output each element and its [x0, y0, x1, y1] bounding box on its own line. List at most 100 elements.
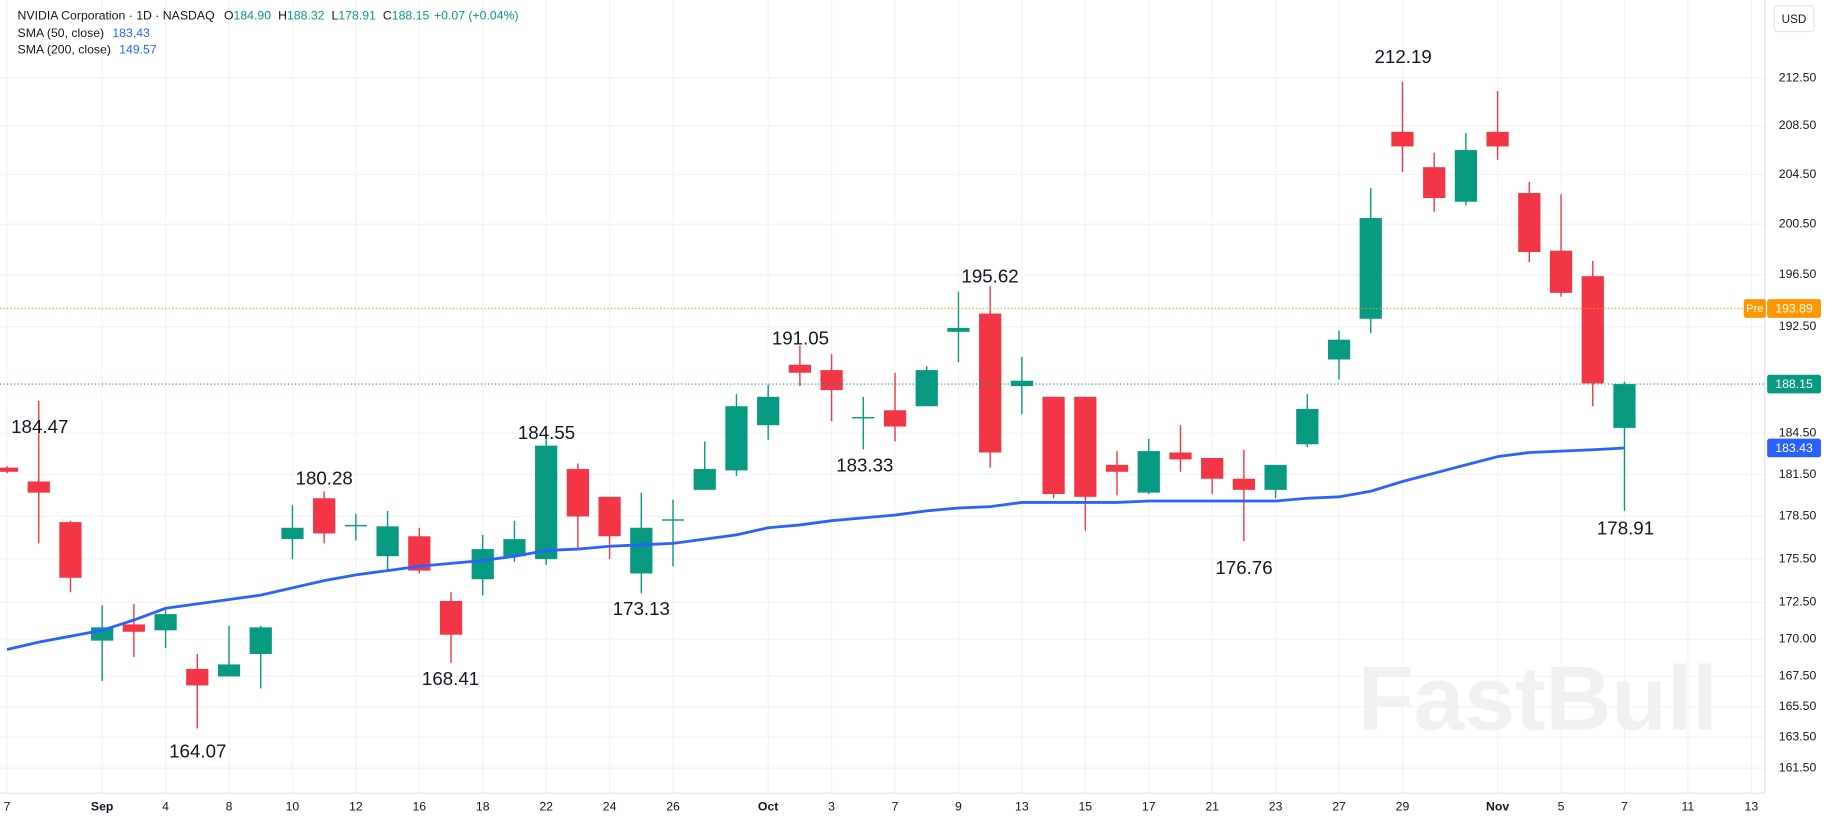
y-tick-label: 204.50: [1779, 167, 1817, 181]
x-tick-label: 13: [1015, 799, 1029, 813]
y-tick-label: 167.50: [1779, 669, 1817, 683]
watermark: FastBull: [1358, 649, 1718, 750]
x-tick-label: 15: [1078, 799, 1092, 813]
x-tick-label: 7: [1621, 799, 1628, 813]
price-tag: [1767, 438, 1821, 458]
price-tag-label: 183.43: [1775, 441, 1813, 455]
change: +0.07 (+0.04%): [434, 9, 519, 23]
candle-body: [1486, 131, 1509, 147]
candle-body: [1613, 384, 1636, 428]
x-tick-label: 13: [1744, 799, 1758, 813]
candle-body: [186, 668, 209, 686]
x-tick-label: 11: [1682, 799, 1695, 813]
y-tick-label: 175.50: [1779, 551, 1817, 565]
candle-body: [27, 481, 50, 493]
currency-button[interactable]: [1773, 5, 1815, 33]
symbol: NVIDIA Corporation · 1D · NASDAQ: [18, 9, 215, 23]
candle-body: [249, 627, 272, 654]
price-tag-badge: [1743, 299, 1766, 318]
ohlc-key: C: [383, 9, 392, 23]
ohlc-key: L: [332, 9, 339, 23]
y-tick-label: 196.50: [1779, 267, 1817, 281]
candle-body: [471, 549, 494, 580]
candle-body: [915, 370, 938, 407]
candle-body: [1105, 464, 1129, 472]
x-tick-label: 7: [4, 799, 11, 813]
x-tick-label: 26: [666, 799, 680, 813]
candle-body: [1391, 131, 1414, 147]
annotation: 195.62: [961, 266, 1018, 287]
candle-body: [820, 370, 843, 391]
x-tick-label: 27: [1332, 799, 1346, 813]
candle-body: [1074, 396, 1097, 497]
x-tick-label: Oct: [758, 799, 778, 813]
candle-body: [661, 519, 685, 521]
candle-body: [883, 410, 907, 427]
x-tick-label: 18: [476, 799, 490, 813]
y-tick-label: 212.50: [1779, 70, 1817, 84]
candle-body: [344, 524, 367, 527]
annotation: 180.28: [296, 467, 353, 488]
y-tick-label: 165.50: [1779, 699, 1817, 713]
y-tick-label: 170.00: [1779, 631, 1817, 645]
x-tick-label: 23: [1269, 799, 1283, 813]
x-tick-label: 17: [1142, 799, 1156, 813]
annotation: 178.91: [1597, 518, 1654, 539]
annotation: 173.13: [613, 598, 670, 619]
x-tick-label: 5: [1558, 799, 1565, 813]
candle-body: [725, 406, 748, 471]
candle-body: [376, 526, 399, 557]
legend-name: SMA (200, close): [18, 43, 111, 57]
x-tick-label: 3: [828, 799, 835, 813]
candle-body: [1137, 451, 1160, 493]
plot: [0, 81, 1636, 729]
candle-body: [1042, 396, 1065, 495]
candle-body: [1549, 250, 1573, 293]
x-tick-label: 10: [286, 799, 300, 813]
price-tag-label: 188.15: [1775, 377, 1813, 391]
candle-body: [1169, 452, 1192, 460]
x-tick-label: 7: [892, 799, 899, 813]
candle-body: [693, 469, 716, 490]
x-tick-label: 12: [349, 799, 363, 813]
y-tick-label: 192.50: [1779, 319, 1817, 333]
x-tick-label: Sep: [91, 799, 114, 813]
annotation: 191.05: [772, 327, 829, 348]
annotation: 184.55: [518, 422, 575, 443]
candle-body: [217, 664, 241, 677]
candle-body: [503, 539, 526, 557]
candle-body: [0, 467, 19, 472]
price-tag: [1767, 299, 1821, 318]
y-tick-label: 161.50: [1779, 760, 1817, 774]
candle-body: [788, 364, 812, 373]
currency: USD: [1782, 13, 1807, 26]
candle-body: [566, 469, 590, 517]
legend-value: 149.57: [119, 43, 157, 57]
y-tick-label: 208.50: [1779, 118, 1817, 132]
ohlc-key: H: [278, 9, 287, 23]
candle-body: [154, 614, 177, 631]
candle-body: [979, 313, 1002, 453]
candle-body: [598, 496, 621, 537]
candle-body: [852, 417, 875, 419]
candle-body: [947, 327, 970, 332]
legend-name: SMA (50, close): [18, 26, 105, 40]
annotation: 176.76: [1215, 557, 1272, 578]
annotation: 168.41: [422, 668, 479, 689]
candle-body: [1201, 457, 1224, 479]
candle-body: [1359, 217, 1382, 319]
x-tick-label: 29: [1396, 799, 1410, 813]
annotation: 164.07: [169, 740, 226, 761]
price-tag-label: 193.89: [1775, 301, 1813, 315]
candle-body: [313, 498, 336, 534]
y-tick-label: 200.50: [1779, 216, 1817, 230]
candle-body: [1518, 193, 1541, 252]
ohlc-value: 188.15: [392, 9, 430, 23]
candle-body: [1454, 150, 1478, 202]
ohlc-value: 184.90: [234, 9, 272, 23]
x-tick-label: Nov: [1486, 799, 1509, 813]
candle-body: [408, 536, 431, 571]
